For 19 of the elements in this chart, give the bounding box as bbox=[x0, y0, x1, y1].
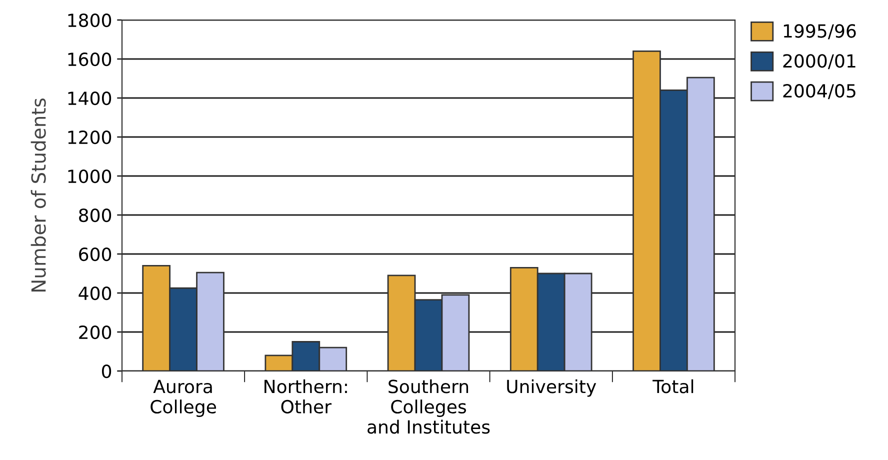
y-tick-label: 600 bbox=[79, 247, 112, 262]
legend-label: 1995/96 bbox=[784, 24, 856, 40]
y-tick-label: 1400 bbox=[68, 91, 112, 106]
legend-label: 2000/01 bbox=[783, 54, 856, 70]
y-tick-label: 800 bbox=[79, 208, 112, 222]
x-tick-label: Total bbox=[652, 379, 694, 394]
y-tick-label: 1200 bbox=[68, 130, 112, 144]
y-tick-label: 1600 bbox=[68, 52, 112, 66]
y-axis-title: Number of Students bbox=[30, 98, 46, 292]
y-tick-label: 0 bbox=[102, 364, 112, 378]
y-tick-label: 200 bbox=[79, 325, 112, 340]
y-tick-label: 400 bbox=[78, 286, 112, 300]
x-tick-label: Northern: Other bbox=[264, 379, 347, 414]
y-tick-label: 1000 bbox=[68, 169, 112, 184]
legend-label: 2004/05 bbox=[783, 84, 856, 100]
x-tick-label: Southern Colleges and Institutes bbox=[368, 379, 490, 434]
y-tick-label: 1800 bbox=[68, 13, 112, 28]
x-tick-label: University bbox=[507, 379, 596, 397]
x-tick-label: Aurora College bbox=[150, 380, 216, 418]
